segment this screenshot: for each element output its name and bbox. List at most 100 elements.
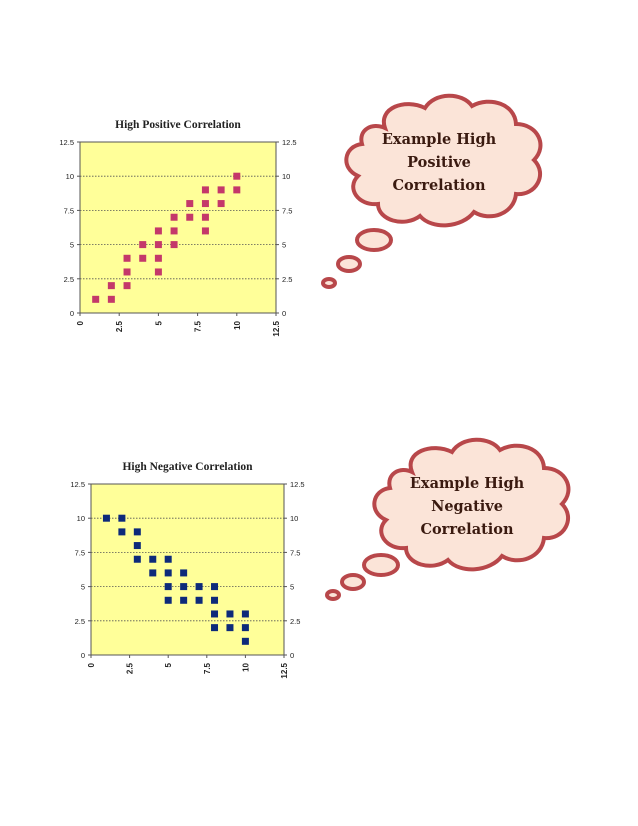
data-point [241, 637, 249, 645]
data-point [164, 555, 172, 563]
y-tick-label-left: 12.5 [59, 138, 74, 147]
data-point [211, 610, 219, 618]
data-point [233, 172, 241, 180]
bubble-line: Example High [409, 475, 525, 492]
x-tick-label: 7.5 [203, 662, 212, 674]
data-point [241, 624, 249, 632]
data-point [133, 542, 141, 550]
data-point [118, 528, 126, 536]
data-point [123, 268, 131, 276]
bubble-line: Correlation [420, 521, 514, 538]
data-point [180, 596, 188, 604]
y-tick-label-left: 10 [66, 172, 74, 181]
data-point [154, 254, 162, 262]
bubble-line: Example High [381, 131, 497, 148]
y-tick-label-left: 0 [81, 651, 85, 660]
bubble-line: Negative [431, 498, 503, 515]
y-tick-label-right: 0 [290, 651, 294, 660]
y-tick-label-left: 2.5 [75, 617, 85, 626]
data-point [226, 624, 234, 632]
data-point [217, 200, 225, 208]
x-tick-label: 12.5 [280, 662, 289, 678]
data-point [201, 200, 209, 208]
data-point [164, 583, 172, 591]
data-point [154, 241, 162, 249]
thought-bubble-positive-text: Example High Positive Correlation [364, 128, 514, 197]
y-tick-label-right: 12.5 [290, 480, 305, 489]
data-point [217, 186, 225, 194]
data-point [186, 213, 194, 221]
chart-title: High Negative Correlation [122, 461, 253, 473]
bubble-line: Positive [407, 154, 471, 171]
y-tick-label-right: 0 [282, 309, 286, 318]
y-tick-label-left: 5 [81, 583, 85, 592]
y-tick-label-right: 12.5 [282, 138, 297, 147]
data-point [211, 596, 219, 604]
data-point [102, 514, 110, 522]
y-tick-label-right: 10 [282, 172, 290, 181]
x-tick-label: 5 [164, 662, 173, 667]
data-point [226, 610, 234, 618]
x-tick-label: 10 [241, 662, 250, 671]
y-tick-label-right: 7.5 [282, 206, 292, 215]
plot-area [90, 483, 285, 656]
y-tick-label-right: 2.5 [290, 617, 300, 626]
data-point [164, 569, 172, 577]
y-tick-label-left: 7.5 [75, 548, 85, 557]
y-tick-label-left: 7.5 [64, 206, 74, 215]
data-point [123, 282, 131, 290]
x-tick-label: 2.5 [115, 320, 124, 332]
data-point [118, 514, 126, 522]
x-tick-label: 7.5 [194, 320, 203, 332]
data-point [92, 295, 100, 303]
data-point [133, 528, 141, 536]
y-tick-label-left: 12.5 [70, 480, 85, 489]
data-point [164, 596, 172, 604]
data-point [233, 186, 241, 194]
data-point [201, 186, 209, 194]
x-tick-label: 12.5 [272, 320, 281, 336]
data-point [201, 213, 209, 221]
data-point [170, 227, 178, 235]
y-tick-label-left: 0 [70, 309, 74, 318]
x-tick-label: 0 [76, 320, 85, 325]
y-tick-label-left: 10 [77, 514, 85, 523]
x-tick-label: 10 [233, 320, 242, 329]
data-point [195, 596, 203, 604]
y-tick-label-right: 2.5 [282, 275, 292, 284]
y-tick-label-right: 10 [290, 514, 298, 523]
data-point [180, 583, 188, 591]
y-tick-label-right: 5 [290, 583, 294, 592]
data-point [170, 241, 178, 249]
y-tick-label-right: 7.5 [290, 548, 300, 557]
data-point [107, 295, 115, 303]
data-point [139, 241, 147, 249]
y-tick-label-left: 2.5 [64, 275, 74, 284]
data-point [133, 555, 141, 563]
chart-title: High Positive Correlation [115, 119, 241, 131]
data-point [211, 624, 219, 632]
x-tick-label: 0 [87, 662, 96, 667]
y-tick-label-left: 5 [70, 241, 74, 250]
data-point [149, 569, 157, 577]
data-point [107, 282, 115, 290]
data-point [154, 227, 162, 235]
data-point [154, 268, 162, 276]
data-point [149, 555, 157, 563]
data-point [201, 227, 209, 235]
data-point [170, 213, 178, 221]
data-point [123, 254, 131, 262]
data-point [195, 583, 203, 591]
data-point [180, 569, 188, 577]
bubble-line: Correlation [392, 177, 486, 194]
x-tick-label: 2.5 [126, 662, 135, 674]
data-point [241, 610, 249, 618]
data-point [186, 200, 194, 208]
y-tick-label-right: 5 [282, 241, 286, 250]
data-point [139, 254, 147, 262]
x-tick-label: 5 [154, 320, 163, 325]
